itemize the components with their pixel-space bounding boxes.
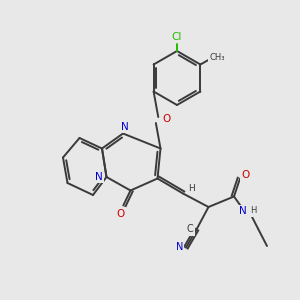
Text: H: H bbox=[250, 206, 257, 215]
Text: C: C bbox=[187, 224, 193, 235]
Text: CH₃: CH₃ bbox=[209, 53, 225, 62]
Text: O: O bbox=[116, 208, 125, 219]
Text: N: N bbox=[176, 242, 183, 253]
Text: H: H bbox=[188, 184, 195, 193]
Text: N: N bbox=[95, 172, 103, 182]
Text: N: N bbox=[239, 206, 247, 217]
Text: O: O bbox=[241, 170, 250, 181]
Text: N: N bbox=[121, 122, 128, 132]
Text: Cl: Cl bbox=[172, 32, 182, 42]
Text: O: O bbox=[162, 114, 170, 124]
